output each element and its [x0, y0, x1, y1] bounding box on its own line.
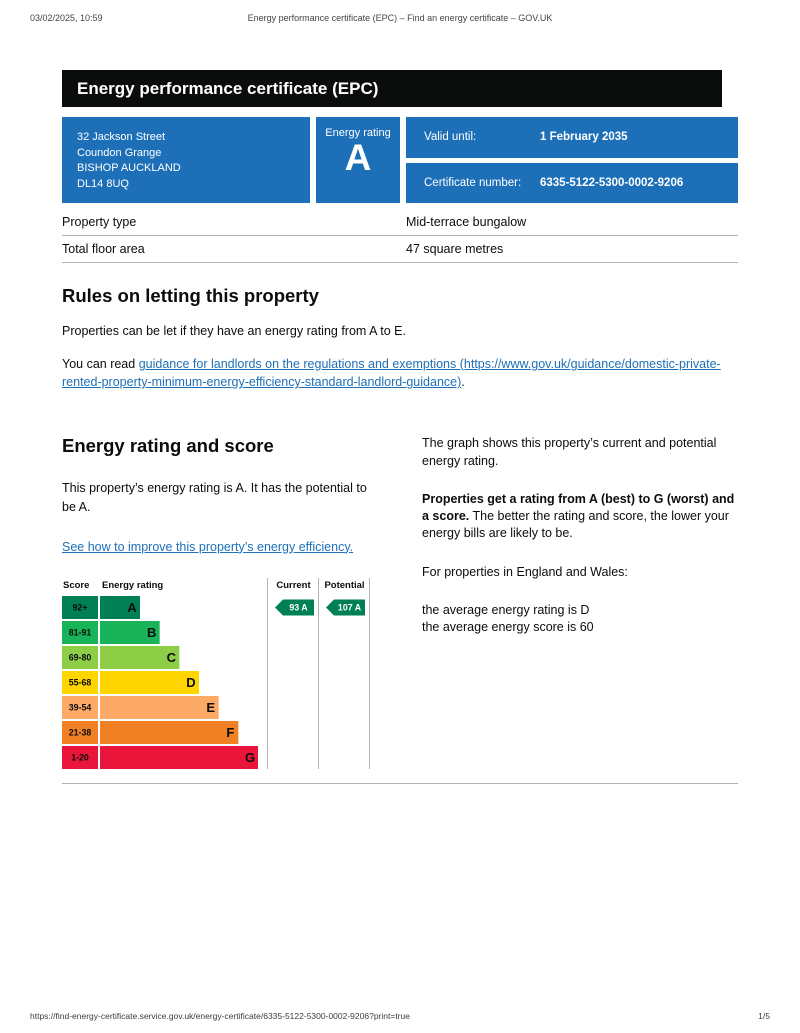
- current-rating-value: 93 A: [289, 602, 308, 612]
- page-title: Energy performance certificate (EPC): [77, 78, 379, 98]
- print-page-number: 1/5: [758, 1011, 770, 1021]
- landlord-guidance-link[interactable]: guidance for landlords on the regulation…: [62, 357, 721, 390]
- property-address: 32 Jackson Street Coundon Grange BISHOP …: [62, 117, 310, 203]
- band-letter: A: [127, 600, 137, 615]
- epc-banner: Energy performance certificate (EPC): [62, 70, 722, 107]
- property-type-label: Property type: [62, 215, 137, 229]
- rating-right-column: The graph shows this property’s current …: [422, 435, 738, 768]
- section-divider: [62, 782, 738, 784]
- england-wales-para: For properties in England and Wales:: [422, 564, 628, 579]
- valid-until-label: Valid until:: [424, 131, 477, 144]
- address-line: BISHOP AUCKLAND: [77, 162, 181, 175]
- band-bar: [100, 745, 258, 769]
- rating-scale-rest: The better the rating and score, the low…: [422, 509, 729, 541]
- band-score-label: 39-54: [69, 702, 92, 712]
- chart-header-potential: Potential: [324, 580, 364, 591]
- energy-rating-value: A: [344, 137, 372, 178]
- band-bar: [100, 595, 140, 619]
- rating-scale-para: Properties get a rating from A (best) to…: [422, 491, 738, 543]
- band-score-cell: [62, 745, 98, 769]
- band-bar: [100, 695, 219, 719]
- band-letter: F: [226, 725, 234, 740]
- epc-rating-chart: Score Energy rating Current Potential 92+ A 81…: [62, 577, 370, 769]
- band-score-cell: [62, 670, 98, 694]
- chart-header-rating: Energy rating: [102, 580, 163, 591]
- potential-rating-marker: [326, 599, 365, 616]
- band-bar: [100, 645, 180, 669]
- band-bar: [100, 720, 239, 744]
- rating-scale-bold: Properties get a rating from A (best) to…: [422, 491, 735, 524]
- band-score-cell: [62, 695, 98, 719]
- chart-header-score: Score: [63, 580, 89, 591]
- rating-summary-para: This property’s energy rating is A. It h…: [62, 481, 367, 514]
- print-url: https://find-energy-certificate.service.…: [30, 1011, 410, 1021]
- improve-efficiency-link[interactable]: See how to improve this property’s energ…: [62, 539, 354, 554]
- band-score-cell: [62, 720, 98, 744]
- print-header: 03/02/2025, 10:59 Energy performance cer…: [30, 13, 770, 25]
- band-bar: [100, 620, 160, 644]
- improve-para: See how to improve this property’s energ…: [62, 538, 370, 556]
- valid-until-value: 1 February 2035: [540, 131, 628, 144]
- guidance-text-suffix: .: [461, 375, 465, 390]
- certificate-number-value: 6335-5122-5300-0002-9206: [540, 176, 684, 189]
- floor-area-value: 47 square metres: [406, 242, 504, 256]
- potential-rating-value: 107 A: [338, 602, 362, 612]
- guidance-text-prefix: You can read: [62, 357, 139, 372]
- epc-content: Energy performance certificate (EPC) 32 …: [62, 70, 738, 784]
- valid-until-box: Valid until: 1 February 2035: [406, 117, 738, 158]
- band-score-label: 1-20: [71, 752, 89, 762]
- chart-header-current: Current: [276, 580, 311, 591]
- band-score-cell: [62, 595, 98, 619]
- floor-area-label: Total floor area: [62, 242, 145, 256]
- graph-explainer-para: The graph shows this property’s current …: [422, 436, 717, 468]
- band-letter: C: [167, 650, 177, 665]
- band-score-cell: [62, 645, 98, 669]
- rules-section: Rules on letting this property Propertie…: [62, 285, 738, 391]
- print-footer: https://find-energy-certificate.service.…: [30, 1011, 770, 1021]
- current-rating-marker: [275, 599, 314, 616]
- print-timestamp: 03/02/2025, 10:59: [30, 13, 103, 23]
- averages-para: the average energy rating is D the averag…: [422, 602, 738, 637]
- property-details-table: Property type Mid-terrace bungalow Total…: [62, 209, 738, 263]
- property-type-value: Mid-terrace bungalow: [406, 215, 527, 229]
- band-bar: [100, 670, 199, 694]
- average-rating-line: the average energy rating is D: [422, 602, 590, 617]
- rules-para: Properties can be let if they have an en…: [62, 324, 406, 338]
- band-score-label: 55-68: [69, 677, 92, 687]
- epc-summary: 32 Jackson Street Coundon Grange BISHOP …: [62, 117, 738, 203]
- band-letter: B: [147, 625, 156, 640]
- band-score-label: 92+: [73, 602, 88, 612]
- rules-heading: Rules on letting this property: [62, 285, 319, 306]
- rating-heading: Energy rating and score: [62, 435, 274, 457]
- band-score-label: 81-91: [69, 627, 92, 637]
- address-line: DL14 8UQ: [77, 177, 129, 190]
- table-row: Property type Mid-terrace bungalow: [62, 209, 738, 236]
- average-score-line: the average energy score is 60: [422, 620, 594, 635]
- energy-rating-label: Energy rating: [325, 127, 391, 139]
- band-score-label: 21-38: [69, 727, 92, 737]
- energy-rating-box: Energy rating A: [316, 117, 400, 203]
- band-letter: D: [186, 675, 195, 690]
- table-row: Total floor area 47 square metres: [62, 236, 738, 263]
- print-doc-title: Energy performance certificate (EPC) – F…: [247, 13, 553, 23]
- rules-guidance-para: You can read guidance for landlords on t…: [62, 355, 738, 391]
- band-score-cell: [62, 620, 98, 644]
- band-letter: E: [206, 700, 215, 715]
- certificate-number-label: Certificate number:: [424, 176, 522, 189]
- certificate-number-box: Certificate number: 6335-5122-5300-0002-…: [406, 162, 738, 203]
- band-letter: G: [245, 750, 255, 765]
- rating-left-column: Energy rating and score This property’s …: [62, 435, 370, 769]
- address-line: 32 Jackson Street: [77, 131, 166, 143]
- validity-column: Valid until: 1 February 2035 Certificate…: [406, 117, 738, 203]
- band-score-label: 69-80: [69, 652, 92, 662]
- address-line: Coundon Grange: [77, 146, 162, 159]
- energy-rating-section: Energy rating and score This property’s …: [62, 435, 738, 769]
